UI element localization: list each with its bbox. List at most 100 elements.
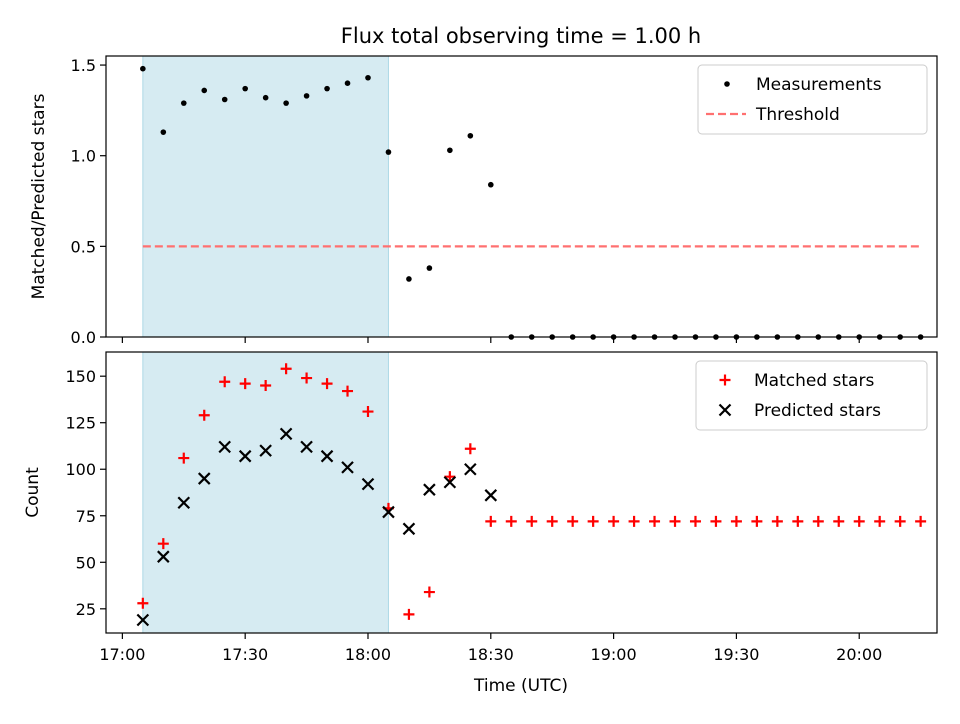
- axes-frame: [105, 55, 938, 338]
- matched-stars-point: [894, 515, 906, 527]
- legend-marker-measurements: [724, 81, 730, 87]
- matched-stars-point: [301, 372, 313, 384]
- matched-stars-point: [526, 515, 538, 527]
- matched-stars-point: [464, 443, 476, 455]
- measurements-point: [426, 265, 433, 271]
- matched-stars-point: [649, 515, 661, 527]
- x-tick-label: 20:00: [836, 645, 882, 664]
- measurements-point: [344, 80, 351, 86]
- matched-stars-point: [751, 515, 763, 527]
- x-tick-label: 18:30: [468, 645, 514, 664]
- matched-stars-point: [812, 515, 824, 527]
- matched-stars-point: [362, 406, 374, 418]
- matched-stars-point: [137, 597, 149, 609]
- predicted-stars-point: [382, 505, 395, 519]
- matched-stars-point: [423, 586, 435, 598]
- matched-stars-point: [730, 515, 742, 527]
- matched-stars-point: [874, 515, 886, 527]
- legend-marker-matched-stars: [719, 374, 731, 386]
- matched-stars-point: [342, 385, 354, 397]
- measurements-point: [242, 85, 248, 92]
- axes-frame: [105, 351, 938, 634]
- predicted-stars-point: [238, 449, 252, 463]
- predicted-stars-point: [197, 472, 211, 485]
- matched-stars-point: [853, 515, 865, 527]
- matched-stars-point: [792, 515, 804, 527]
- predicted-stars-point: [341, 461, 354, 474]
- x-tick-label: 17:00: [99, 645, 145, 664]
- matched-stars-point: [485, 515, 497, 527]
- matched-stars-point: [505, 515, 517, 527]
- ratio-panel: 0.0 0.5 1.0 1.5 Matched/Predicted stars Measu…: [29, 55, 938, 347]
- matched-stars-point: [710, 515, 722, 527]
- predicted-stars-point: [402, 522, 416, 536]
- matched-stars-point: [771, 515, 783, 527]
- chart-title: Flux total observing time = 1.00 h: [341, 24, 701, 48]
- predicted-stars-point: [443, 475, 457, 489]
- matched-stars-point: [689, 515, 701, 527]
- matched-stars-point: [219, 376, 231, 388]
- predicted-stars-point: [484, 489, 498, 502]
- legend-box: [697, 64, 928, 135]
- y-axis-label: Matched/Predicted stars: [29, 93, 49, 299]
- count-panel: 25 50 75 100 125 150 17:00 17:30 18:00 18:30 19:00…: [23, 351, 938, 664]
- matched-stars-point: [260, 379, 272, 391]
- predicted-stars-point: [259, 444, 272, 457]
- matched-stars-point: [280, 363, 292, 375]
- y-tick-label: 100: [65, 460, 96, 479]
- y-tick-label: 125: [65, 414, 96, 433]
- x-tick-label: 18:00: [345, 645, 391, 664]
- legend-label-measurements: Measurements: [756, 75, 882, 95]
- y-tick-label: 75: [76, 507, 96, 526]
- legend-label-predicted-stars: Predicted stars: [754, 401, 881, 421]
- measurements-point: [201, 87, 208, 94]
- measurements-point: [365, 74, 371, 81]
- y-tick-label: 0.0: [71, 328, 96, 347]
- measurements-point: [406, 276, 412, 282]
- measurements-point: [324, 85, 330, 92]
- matched-stars-point: [321, 378, 333, 390]
- measurements-point: [180, 100, 187, 106]
- legend-box: [695, 360, 928, 431]
- matched-stars-point: [833, 515, 845, 527]
- legend: Matched stars Predicted stars: [695, 360, 928, 431]
- predicted-stars-point: [361, 477, 375, 491]
- measurements-point: [140, 65, 146, 72]
- matched-stars-point: [608, 515, 620, 527]
- measurements-point: [467, 132, 474, 139]
- measurements-point: [283, 100, 289, 106]
- matched-stars-point: [444, 471, 456, 483]
- predicted-stars-point: [464, 462, 477, 476]
- y-tick-label: 0.5: [71, 237, 96, 256]
- y-tick-label: 25: [76, 600, 96, 619]
- y-tick-label: 150: [65, 367, 96, 386]
- predicted-stars-point: [320, 449, 334, 463]
- measurements-point: [160, 129, 167, 135]
- predicted-stars-point: [157, 550, 170, 563]
- y-tick-label: 50: [76, 553, 96, 572]
- matched-stars-point: [198, 409, 210, 421]
- legend: Measurements Threshold: [697, 64, 928, 135]
- measurements-point: [487, 181, 494, 188]
- x-tick-label: 19:00: [591, 645, 637, 664]
- legend-label-threshold: Threshold: [755, 105, 840, 125]
- matched-stars-point: [157, 538, 169, 550]
- observing-interval-shade: [142, 351, 389, 634]
- predicted-stars-point: [300, 440, 313, 454]
- matched-stars-point: [669, 515, 681, 527]
- measurements-point: [385, 149, 392, 155]
- measurements-point: [303, 93, 310, 99]
- matched-stars-point: [587, 515, 599, 527]
- matched-stars-point: [403, 608, 415, 620]
- predicted-stars-point: [218, 440, 231, 454]
- predicted-stars-point: [279, 427, 293, 441]
- y-tick-label: 1.0: [71, 147, 96, 166]
- measurements-point: [221, 96, 228, 103]
- matched-stars-point: [178, 452, 190, 464]
- matched-stars-point: [915, 515, 927, 527]
- measurements-point: [262, 94, 269, 101]
- predicted-stars-point: [423, 483, 436, 496]
- x-axis-label: Time (UTC): [473, 676, 568, 696]
- matched-stars-point: [546, 515, 558, 527]
